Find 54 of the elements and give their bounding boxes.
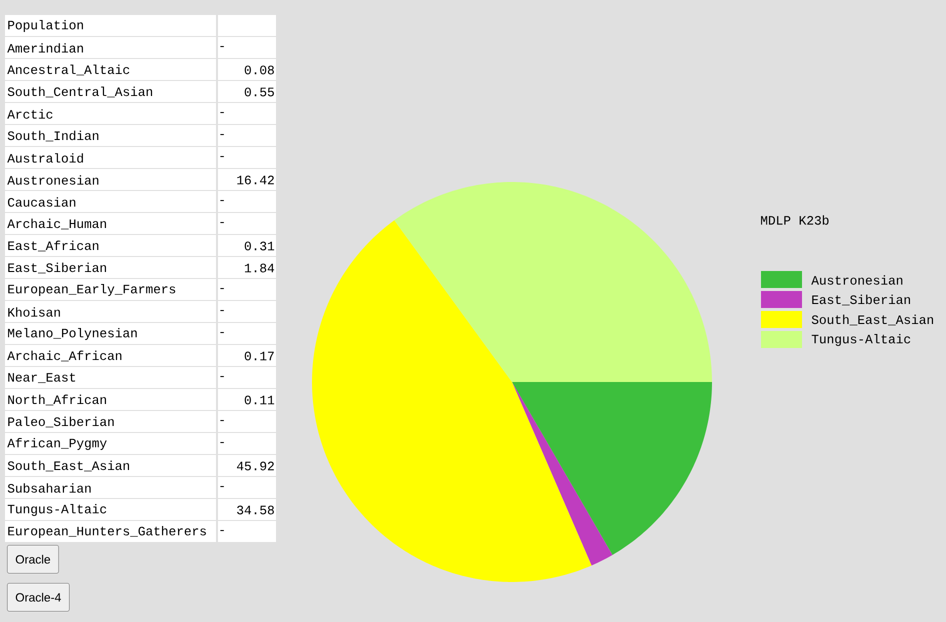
data-label: - <box>220 156 224 158</box>
category-label: Arctic <box>7 109 52 119</box>
category-label: South_Central_Asian <box>8 86 152 98</box>
data-label: - <box>220 530 224 532</box>
data-label: 0.11 <box>244 396 274 404</box>
data-label: - <box>220 332 224 334</box>
category-label: Subsaharian <box>8 483 91 493</box>
category-label: Archaic_African <box>7 350 122 362</box>
data-label: - <box>220 112 224 114</box>
legend-label: East_Siberian <box>812 294 910 306</box>
data-label: - <box>220 200 224 202</box>
data-label: 0.55 <box>244 88 274 96</box>
data-label: - <box>220 134 224 136</box>
text: Population <box>8 20 83 32</box>
data-label: - <box>220 46 224 48</box>
category-label: Melano_Polynesian <box>8 328 137 340</box>
data-label: - <box>220 288 224 290</box>
text: MDLP K23b <box>761 215 829 225</box>
data-label: 0.31 <box>244 242 274 250</box>
category-label: Caucasian <box>8 197 76 207</box>
data-label: 0.17 <box>244 352 274 360</box>
category-label: Paleo_Siberian <box>8 416 114 428</box>
category-label: North_African <box>8 394 106 406</box>
data-label: - <box>220 376 224 378</box>
category-label: Australoid <box>7 153 83 163</box>
data-label: - <box>220 310 224 312</box>
legend-label: South_East_Asian <box>812 314 934 326</box>
data-label: - <box>220 486 224 488</box>
category-label: Amerindian <box>7 43 83 53</box>
data-label: 1.84 <box>244 264 274 272</box>
category-label: South_Indian <box>8 130 98 142</box>
text: Oracle-4 <box>16 592 61 602</box>
category-label: African_Pygmy <box>7 438 107 450</box>
category-label: East_African <box>8 240 98 252</box>
text: Oracle <box>16 554 50 564</box>
category-label: Ancestral_Altaic <box>7 64 130 76</box>
data-label: 45.92 <box>236 462 274 470</box>
data-label: 34.58 <box>237 506 274 514</box>
category-label: East_Siberian <box>8 262 106 274</box>
category-label: Near_East <box>8 373 76 383</box>
legend-label: Austronesian <box>811 275 902 285</box>
data-label: - <box>220 420 224 422</box>
category-label: Austronesian <box>7 175 98 185</box>
data-label: 16.42 <box>237 176 274 184</box>
data-label: - <box>220 442 224 444</box>
category-label: European_Early_Farmers <box>8 284 176 296</box>
category-label: South_East_Asian <box>8 460 130 472</box>
data-label: - <box>220 222 224 224</box>
category-label: Tungus-Altaic <box>8 504 106 516</box>
category-label: European_Hunters_Gatherers <box>8 526 206 538</box>
category-label: Khoisan <box>8 307 60 317</box>
category-label: Archaic_Human <box>7 218 106 230</box>
data-label: 0.08 <box>244 66 274 74</box>
legend-label: Tungus-Altaic <box>812 334 910 346</box>
